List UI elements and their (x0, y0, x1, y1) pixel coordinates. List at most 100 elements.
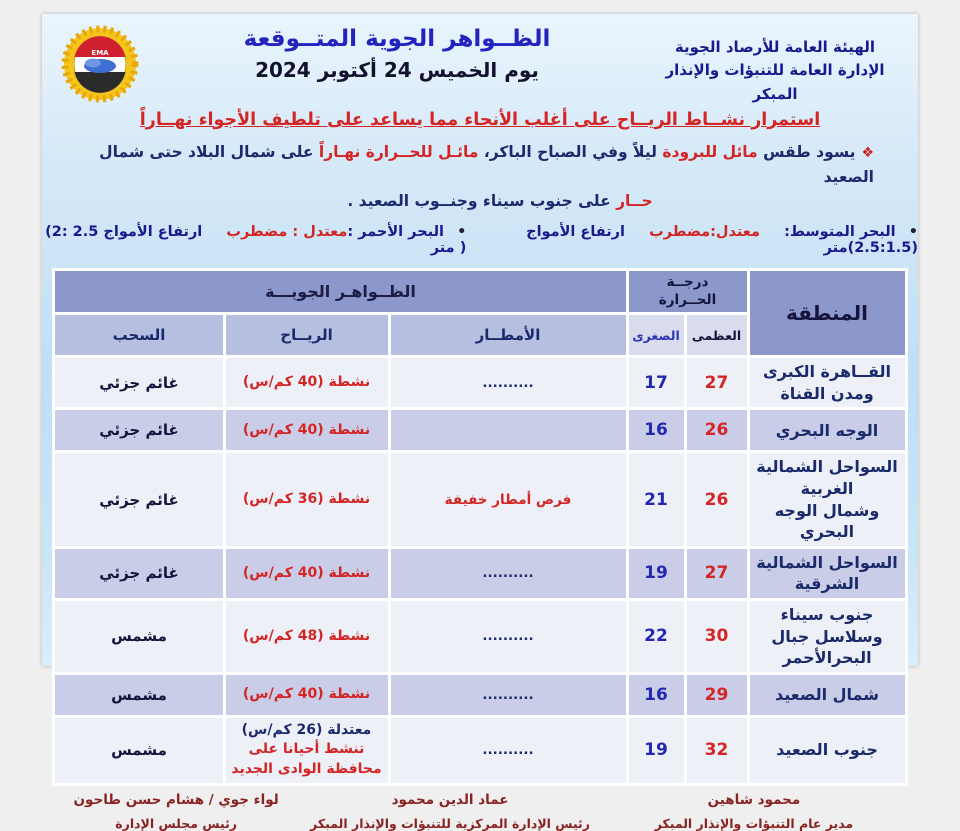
wind-cell: معتدلة (26 كم/س) تنشط أحيانا على محافظة ا… (222, 714, 391, 786)
summary-line-1: ❖ يسود طقس مائل للبرودة ليلاً وفي الصباح … (66, 140, 874, 190)
ema-logo-icon: EMA (61, 25, 139, 103)
summary-seg-red: مائـل للحــرارة نهـاراً (313, 142, 479, 161)
table-row: السواحل الشمالية الشرقية 27 19.......... نش… (52, 545, 908, 601)
table-row: جنوب سيناء وسلاسل جبال البحرالأحمر 30 22...… (52, 597, 908, 675)
min-temp-cell: 16 (625, 671, 687, 718)
sea-state-red-sea: • البحر الأحمر :معتدل : مضطرب ارتفاع الأ… (42, 224, 466, 256)
min-temp-cell: 19 (625, 714, 687, 786)
region-cell: الوجه البحري (746, 407, 908, 454)
rain-cell: فرص أمطار خفيفة (387, 450, 629, 549)
min-temp-cell: 22 (625, 597, 687, 675)
col-header-phenomena: الظــواهـر الجويـــة (52, 268, 629, 316)
rain-cell: .......... (387, 714, 629, 786)
signature-title: رئيس مجلس الإدارة (115, 815, 238, 831)
headline: استمرار نشــاط الريــاح على أغلب الأنحاء… (139, 109, 821, 130)
table-header-row-2: العظمى الصغرى الأمطــار الريــاح السحب (52, 312, 906, 359)
table-row: السواحل الشمالية الغربية وشمال الوجه البح… (52, 450, 908, 549)
signature-block: عماد الدين محمود رئيس الإدارة المركزية لل… (300, 792, 600, 831)
max-temp-cell: 29 (683, 671, 750, 718)
rain-cell: .......... (387, 545, 629, 601)
table-row: الوجه البحري 26 16 نشطة (40 كم/س) غائم جزئي (52, 407, 908, 454)
svg-text:EMA: EMA (91, 49, 109, 57)
forecast-table: المنطقة درجــة الحــرارة الظــواهـر الجو… (52, 268, 908, 786)
wind-cell: نشطة (48 كم/س) (222, 597, 391, 675)
summary-seg: على جنوب سيناء وجنــوب الصعيد . (347, 192, 611, 211)
agency-name: الهيئة العامة للأرصاد الجوية (674, 38, 876, 56)
min-temp-cell: 19 (625, 545, 687, 601)
logo-box: EMA (52, 22, 148, 104)
temp-header-line: الحــرارة (658, 291, 717, 308)
wind-cell: نشطة (40 كم/س) (222, 545, 391, 601)
clouds-cell: غائم جزئي (52, 355, 226, 411)
rain-cell: .......... (387, 597, 629, 675)
waves-range: (2: 2.5 ) (45, 224, 467, 257)
region-cell: القــاهرة الكبرى ومدن القناة (746, 355, 908, 411)
signature-name: عماد الدين محمود (391, 791, 509, 808)
clouds-cell: غائم جزئي (52, 545, 226, 601)
table-header-row-1: المنطقة درجــة الحــرارة الظــواهـر الجو… (52, 268, 908, 359)
min-temp-cell: 16 (625, 407, 687, 454)
waves-range: (2.5:1.5) (847, 240, 918, 257)
bullet-icon: • (908, 224, 918, 241)
table-row: القــاهرة الكبرى ومدن القناة 27 17.........… (52, 355, 908, 411)
temp-header-line: درجــة (666, 274, 709, 291)
table-row: جنوب الصعيد 32 19.......... معتدلة (26 كم/س… (52, 714, 908, 786)
signatures-row: محمود شاهين مدير عام التنبؤات والإنذار ال… (42, 786, 918, 831)
max-temp-cell: 26 (683, 407, 750, 454)
region-cell: جنوب سيناء وسلاسل جبال البحرالأحمر (746, 597, 908, 675)
summary-seg-red: مائل للبرودة (656, 142, 758, 161)
signature-name: لواء جوي / هشام حسن طاحون (73, 791, 279, 808)
waves-unit: متر (823, 240, 848, 257)
col-header-max: العظمى (683, 312, 750, 359)
clouds-cell: مشمس (52, 597, 226, 675)
region-cell: السواحل الشمالية الغربية وشمال الوجه البح… (746, 450, 908, 549)
col-header-region: المنطقة (746, 268, 908, 359)
waves-label: ارتفاع الأمواج (103, 224, 203, 241)
wind-cell: نشطة (40 كم/س) (222, 355, 391, 411)
clouds-cell: غائم جزئي (52, 450, 226, 549)
waves-label: ارتفاع الأمواج (526, 224, 625, 241)
wind-cell: نشطة (36 كم/س) (222, 450, 391, 549)
wind-cell: نشطة (40 كم/س) (222, 671, 391, 718)
diamond-bullet-icon: ❖ (861, 144, 874, 161)
max-temp-cell: 30 (683, 597, 750, 675)
rain-cell: .......... (387, 671, 629, 718)
col-header-min: الصغرى (625, 312, 687, 359)
rain-cell: .......... (387, 355, 629, 411)
weather-bulletin: الهيئة العامة للأرصاد الجوية الإدارة الع… (42, 14, 918, 831)
sea-condition: معتدل : مضطرب (226, 224, 348, 241)
agency-block: الهيئة العامة للأرصاد الجوية الإدارة الع… (646, 22, 904, 106)
max-temp-cell: 32 (683, 714, 750, 786)
max-temp-cell: 27 (683, 545, 750, 601)
signature-title: رئيس الإدارة المركزية للتنبؤات والإنذار … (310, 815, 590, 831)
signature-title: مدير عام التنبؤات والإنذار المبكر (654, 815, 854, 831)
table-row: شمال الصعيد 29 16.......... نشطة (40 كم/س) م… (52, 671, 908, 718)
sea-label: البحر الأحمر : (347, 224, 444, 241)
rain-cell (387, 407, 629, 454)
summary-line-2: حــار على جنوب سيناء وجنــوب الصعيد . (66, 189, 874, 214)
bullet-icon: • (457, 224, 467, 241)
region-cell: السواحل الشمالية الشرقية (746, 545, 908, 601)
col-header-wind: الريــاح (222, 312, 391, 359)
forecast-date: يوم الخميس 24 أكتوبر 2024 (255, 58, 539, 82)
summary-seg: يسود طقس (757, 142, 856, 161)
wind-cell: نشطة (40 كم/س) (222, 407, 391, 454)
title-block: الظــواهر الجوية المتــوقعة يوم الخميس 2… (148, 22, 646, 82)
summary-seg: ليلاً وفي الصباح الباكر، (478, 142, 657, 161)
sea-label: البحر المتوسط: (784, 224, 896, 241)
summary-paragraph: ❖ يسود طقس مائل للبرودة ليلاً وفي الصباح … (42, 130, 918, 214)
region-cell: جنوب الصعيد (746, 714, 908, 786)
max-temp-cell: 26 (683, 450, 750, 549)
min-temp-cell: 21 (625, 450, 687, 549)
clouds-cell: مشمس (52, 714, 226, 786)
signature-name: محمود شاهين (707, 791, 801, 808)
bulletin-header: الهيئة العامة للأرصاد الجوية الإدارة الع… (42, 14, 918, 106)
min-temp-cell: 17 (625, 355, 687, 411)
region-cell: شمال الصعيد (746, 671, 908, 718)
waves-unit: متر (430, 240, 455, 257)
page-title: الظــواهر الجوية المتــوقعة (243, 26, 551, 52)
sea-state-row: • البحر المتوسط: معتدل:مضطرب ارتفاع الأم… (42, 224, 918, 256)
signature-block: لواء جوي / هشام حسن طاحون رئيس مجلس الإدا… (52, 792, 300, 831)
max-temp-cell: 27 (683, 355, 750, 411)
sea-condition: معتدل:مضطرب (649, 224, 760, 241)
